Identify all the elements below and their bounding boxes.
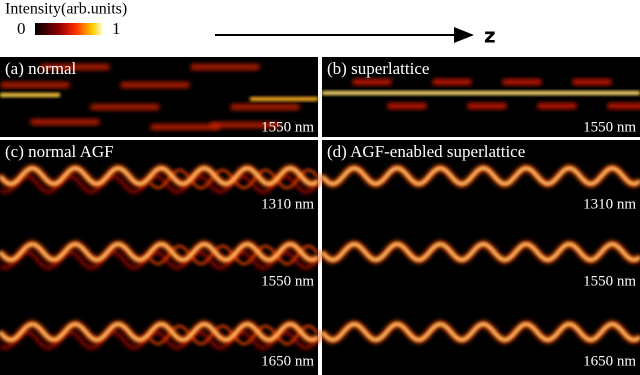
panel-label: (d) AGF-enabled superlattice bbox=[327, 142, 525, 161]
mode-blob bbox=[432, 79, 472, 85]
mode-streak bbox=[40, 64, 110, 70]
mode-streak bbox=[150, 124, 220, 130]
beam bbox=[322, 91, 640, 95]
wavelength-label: 1650 nm bbox=[261, 353, 314, 369]
mode-blob bbox=[467, 103, 507, 109]
wavelength-label: 1550 nm bbox=[261, 119, 314, 135]
wave bbox=[0, 242, 319, 262]
wavelength-label: 1310 nm bbox=[261, 196, 314, 212]
wave bbox=[0, 322, 319, 342]
mode-blob bbox=[607, 103, 640, 109]
panel-label: (b) superlattice bbox=[327, 59, 429, 78]
colorbar-max: 1 bbox=[112, 19, 121, 38]
wave bbox=[321, 322, 640, 342]
mode-blob bbox=[352, 79, 392, 85]
wavelength-label: 1650 nm bbox=[583, 353, 636, 369]
colorbar bbox=[35, 23, 103, 35]
mode-streak bbox=[230, 104, 300, 110]
wavelength-label: 1550 nm bbox=[261, 273, 314, 289]
colorbar-min: 0 bbox=[17, 19, 26, 38]
mode-streak bbox=[190, 64, 260, 70]
side-wave bbox=[0, 330, 320, 350]
mode-streak bbox=[210, 122, 280, 128]
panels: (a) normal 1550 nm (b) superlattice 1550 nm… bbox=[0, 57, 640, 375]
mode-blob bbox=[572, 79, 612, 85]
panel-label: (a) normal bbox=[5, 59, 77, 78]
mode-blob bbox=[502, 79, 542, 85]
wave bbox=[321, 166, 640, 186]
wave bbox=[0, 166, 319, 186]
beam bbox=[0, 93, 60, 97]
wave bbox=[321, 242, 640, 262]
axis-label: z bbox=[484, 24, 496, 48]
mode-streak bbox=[90, 104, 160, 110]
mode-streak bbox=[120, 82, 190, 88]
wavelength-label: 1310 nm bbox=[583, 196, 636, 212]
mode-streak bbox=[30, 119, 100, 125]
panel-label: (c) normal AGF bbox=[5, 142, 114, 161]
mode-blob bbox=[537, 103, 577, 109]
beam bbox=[250, 97, 318, 101]
colorbar-title: Intensity(arb.units) bbox=[5, 1, 127, 18]
wavelength-label: 1550 nm bbox=[583, 273, 636, 289]
side-wave bbox=[0, 174, 320, 194]
wavelength-label: 1550 nm bbox=[583, 119, 636, 135]
panel bbox=[322, 57, 640, 137]
mode-streak bbox=[0, 82, 70, 88]
side-wave bbox=[0, 250, 320, 270]
mode-blob bbox=[387, 103, 427, 109]
